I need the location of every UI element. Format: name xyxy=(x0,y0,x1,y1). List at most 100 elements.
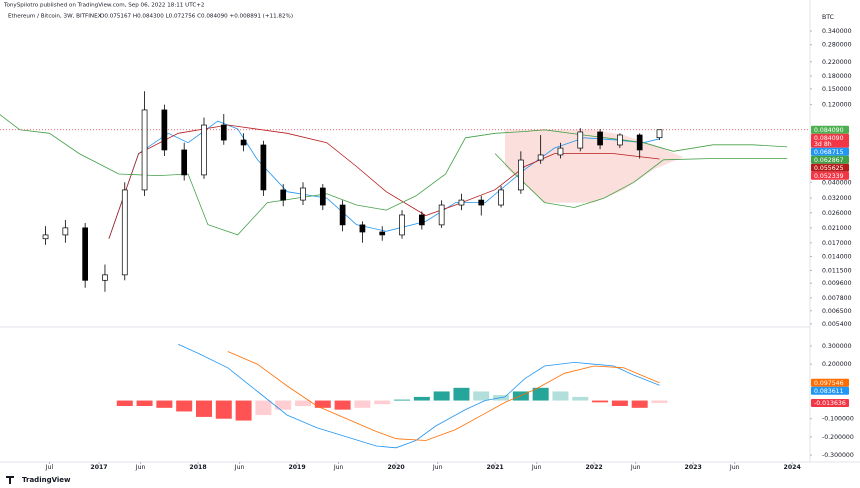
plot-area xyxy=(0,91,810,449)
ohlc-text: O0.075167 H0.084300 L0.072756 C0.084090 … xyxy=(100,14,293,20)
candle-body xyxy=(478,199,485,206)
price-label-box xyxy=(811,386,849,395)
y-tick-label: 0.014000 xyxy=(822,254,852,261)
candle-body xyxy=(62,227,69,236)
candle-body xyxy=(438,204,445,226)
x-tick-label: 2020 xyxy=(387,464,405,471)
publisher: TonySpilotro published on TradingView.co… xyxy=(3,3,204,9)
x-tick-label: 2022 xyxy=(586,464,603,471)
candle-body xyxy=(102,274,108,281)
candle-body xyxy=(537,154,544,161)
candle-body xyxy=(518,159,524,191)
price-label-box xyxy=(811,171,849,180)
histogram-bar xyxy=(255,400,272,416)
x-tick-label: Jun xyxy=(432,464,443,471)
footer-logo: TradingView xyxy=(22,476,71,484)
candle-body xyxy=(42,234,49,240)
histogram-bar xyxy=(532,387,549,401)
candle-body xyxy=(557,147,564,156)
histogram-bar xyxy=(611,400,628,406)
x-tick-label: 2017 xyxy=(90,464,107,471)
candle-body xyxy=(201,124,207,176)
candle-body xyxy=(220,124,227,141)
price-label-box xyxy=(811,155,849,164)
price-label: 0.084090 xyxy=(814,127,844,134)
candle-body xyxy=(656,129,663,139)
histogram-bar xyxy=(354,400,371,408)
candle-body xyxy=(280,189,287,201)
candle-body xyxy=(399,214,405,236)
price-label: 0.062867 xyxy=(814,157,844,164)
y-tick-label: 0.220000 xyxy=(822,59,852,66)
candle-body xyxy=(577,131,584,149)
histogram-bar xyxy=(215,400,232,419)
histogram-bar xyxy=(156,400,173,408)
histogram-bar xyxy=(473,391,490,401)
price-label: -0.013636 xyxy=(814,400,846,407)
histogram-bar xyxy=(592,400,609,403)
candle-body xyxy=(141,109,148,191)
candle-body xyxy=(418,214,425,226)
x-tick-label: 2024 xyxy=(784,464,802,471)
histogram-bar xyxy=(374,400,391,405)
candle-body xyxy=(339,204,346,226)
chart-title: Ethereum / Bitcoin, 3W, BITFINEX xyxy=(8,14,102,20)
histogram-bar xyxy=(136,400,153,406)
y-tick-label: -0.100000 xyxy=(822,416,854,423)
y-tick-label: 0.026000 xyxy=(822,210,852,217)
currency: BTC xyxy=(822,14,834,21)
histogram-bar xyxy=(334,400,351,410)
histogram-bar xyxy=(314,400,331,408)
histogram-bar xyxy=(453,387,470,401)
candle-body xyxy=(379,231,386,236)
indicator-line xyxy=(108,124,660,239)
y-tick-label: 0.006500 xyxy=(822,308,852,315)
price-label: 0.068715 xyxy=(814,149,844,156)
price-label: 0.083611 xyxy=(814,388,844,395)
histogram-bar xyxy=(631,400,648,408)
y-tick-label: 0.007800 xyxy=(822,295,852,302)
candle-body xyxy=(300,187,306,201)
histogram-bar xyxy=(235,400,252,421)
y-tick-label: 0.011500 xyxy=(822,267,852,274)
x-tick-label: 2019 xyxy=(288,464,305,471)
price-label: 0.052339 xyxy=(814,173,844,180)
candle-body xyxy=(260,144,267,191)
price-label-box xyxy=(811,378,849,387)
candle-body xyxy=(617,134,623,146)
y-tick-label: 0.017000 xyxy=(822,240,852,247)
y-tick-label: 0.300000 xyxy=(822,343,852,350)
y-tick-label: 0.040000 xyxy=(822,179,852,186)
candle-body xyxy=(597,131,603,146)
histogram-bar xyxy=(394,399,411,401)
histogram-bar xyxy=(651,400,668,404)
x-tick-label: Jun xyxy=(234,464,245,471)
price-label-box xyxy=(811,147,849,156)
y-tick-label: 0.180000 xyxy=(822,73,852,80)
y-tick-label: 0.005400 xyxy=(822,321,852,328)
histogram-bar xyxy=(275,400,292,410)
price-label: 0.055625 xyxy=(814,165,844,172)
y-tick-label: -0.300000 xyxy=(822,452,854,459)
price-label-box xyxy=(811,133,849,148)
x-tick-label: Jul xyxy=(45,464,54,471)
candle-body xyxy=(458,199,465,206)
candle-body xyxy=(161,109,168,151)
y-tick-label: 0.150000 xyxy=(822,86,852,93)
candle-body xyxy=(82,227,89,281)
x-tick-label: Jun xyxy=(729,464,740,471)
x-tick-label: Jun xyxy=(333,464,344,471)
x-tick-label: 2023 xyxy=(685,464,702,471)
x-tick-label: 2018 xyxy=(189,464,206,471)
x-tick-label: 2021 xyxy=(486,464,503,471)
price-countdown: 3d 8h xyxy=(814,141,832,148)
x-tick-label: Jun xyxy=(531,464,542,471)
price-label-box xyxy=(811,125,849,134)
histogram-bar xyxy=(433,391,450,401)
indicator-line xyxy=(0,114,788,236)
y-tick-label: 0.340000 xyxy=(822,28,852,35)
candle-body xyxy=(240,139,247,146)
indicator-line xyxy=(494,153,788,208)
